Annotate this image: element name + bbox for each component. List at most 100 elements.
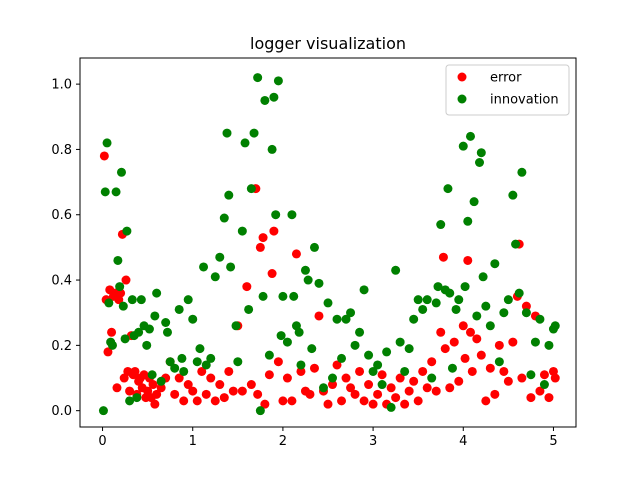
innovation-point	[355, 327, 365, 337]
innovation-point	[255, 406, 265, 416]
x-tick-label: 5	[549, 434, 557, 449]
innovation-point	[136, 295, 146, 305]
error-point	[278, 396, 288, 406]
error-point	[404, 386, 414, 396]
x-tick-label: 0	[98, 434, 106, 449]
error-point	[305, 389, 315, 399]
innovation-point	[309, 242, 319, 252]
y-tick-label: 1.0	[51, 78, 72, 93]
error-point	[422, 383, 432, 393]
innovation-point	[156, 376, 166, 386]
error-point	[503, 376, 513, 386]
error-point	[544, 393, 554, 403]
innovation-point	[451, 304, 461, 314]
error-point	[99, 151, 109, 161]
innovation-point	[323, 298, 333, 308]
innovation-point	[100, 187, 110, 197]
innovation-point	[550, 321, 560, 331]
error-point	[463, 255, 473, 265]
innovation-point	[206, 353, 216, 363]
innovation-point	[296, 360, 306, 370]
innovation-point	[195, 344, 205, 354]
innovation-point	[122, 226, 132, 236]
error-point	[445, 383, 455, 393]
error-point	[121, 275, 131, 285]
innovation-point	[199, 262, 209, 272]
innovation-point	[246, 184, 256, 194]
error-point	[350, 389, 360, 399]
innovation-point	[258, 291, 268, 301]
innovation-point	[260, 95, 270, 105]
error-point	[287, 396, 297, 406]
error-point	[400, 399, 410, 409]
innovation-point	[382, 347, 392, 357]
error-point	[224, 366, 234, 376]
innovation-point	[328, 373, 338, 383]
innovation-point	[289, 291, 299, 301]
y-tick-label: 0.6	[51, 208, 72, 223]
innovation-point	[391, 265, 401, 275]
axes: 0 1 2 3 4 5 0.0 0.2 0.4 0.6 0.8 1.0	[51, 57, 577, 449]
innovation-point	[115, 282, 125, 292]
error-point	[440, 344, 450, 354]
error-point	[499, 366, 509, 376]
error-point	[373, 389, 383, 399]
innovation-point	[458, 141, 468, 151]
error-point	[152, 389, 162, 399]
error-point	[368, 399, 378, 409]
error-point	[431, 386, 441, 396]
error-point	[255, 242, 265, 252]
innovation-point	[240, 138, 250, 148]
error-point	[125, 386, 135, 396]
x-tick-label: 2	[279, 434, 287, 449]
legend-label-innovation: innovation	[490, 93, 559, 108]
plot-frame	[79, 57, 577, 428]
innovation-point	[152, 288, 162, 298]
innovation-point	[147, 370, 157, 380]
innovation-point	[134, 327, 144, 337]
error-point	[296, 366, 306, 376]
legend-box	[445, 64, 570, 116]
innovation-point	[404, 344, 414, 354]
error-point	[337, 396, 347, 406]
innovation-point	[472, 311, 482, 321]
innovation-point	[494, 357, 504, 367]
innovation-point	[530, 337, 540, 347]
innovation-point	[222, 128, 232, 138]
innovation-point	[170, 363, 180, 373]
error-point	[359, 396, 369, 406]
innovation-point	[127, 295, 137, 305]
error-point	[197, 366, 207, 376]
error-point	[328, 380, 338, 390]
innovation-point	[125, 396, 135, 406]
innovation-point	[267, 144, 277, 154]
innovation-point	[162, 327, 172, 337]
error-point	[201, 389, 211, 399]
innovation-point	[244, 304, 254, 314]
innovation-point	[215, 252, 225, 262]
error-point	[246, 380, 256, 390]
innovation-point	[332, 314, 342, 324]
error-point	[341, 373, 351, 383]
error-point	[206, 373, 216, 383]
error-point	[215, 380, 225, 390]
innovation-point	[201, 360, 211, 370]
error-point	[112, 383, 122, 393]
innovation-point	[300, 265, 310, 275]
error-point	[314, 311, 324, 321]
error-point	[183, 380, 193, 390]
y-tick-label: 0.0	[51, 404, 72, 419]
error-point	[273, 357, 283, 367]
innovation-point	[224, 190, 234, 200]
error-point	[467, 366, 477, 376]
innovation-point	[447, 363, 457, 373]
innovation-point	[303, 275, 313, 285]
innovation-point	[377, 380, 387, 390]
error-point	[436, 327, 446, 337]
error-point	[219, 393, 229, 403]
innovation-point	[433, 282, 443, 292]
innovation-point	[142, 340, 152, 350]
error-point	[267, 269, 277, 279]
innovation-point	[445, 288, 455, 298]
